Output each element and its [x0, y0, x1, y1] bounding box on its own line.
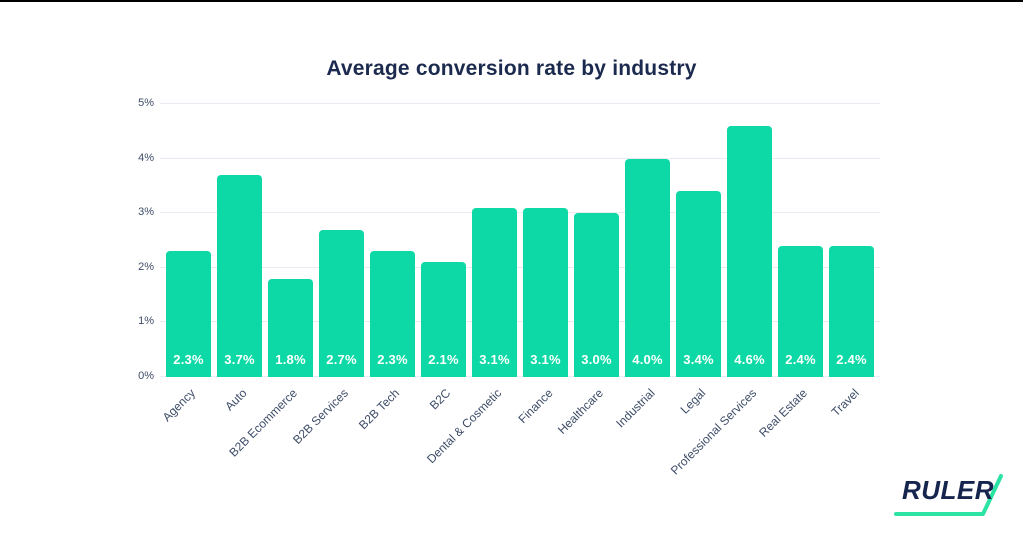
x-tick-label-b2b-tech: B2B Tech	[356, 386, 403, 433]
bar-professional-services: 4.6%	[727, 125, 772, 377]
x-tick-label-auto: Auto	[222, 386, 250, 414]
bar-b2c: 2.1%	[421, 262, 466, 377]
bar-value-label: 1.8%	[275, 352, 306, 367]
bar-b2b-tech: 2.3%	[370, 251, 415, 377]
bar-value-label: 4.0%	[632, 352, 663, 367]
bar-agency: 2.3%	[166, 251, 211, 377]
bar-value-label: 2.3%	[173, 352, 204, 367]
bar-value-label: 4.6%	[734, 352, 765, 367]
y-tick-label: 3%	[138, 206, 154, 219]
bar-industrial: 4.0%	[625, 158, 670, 377]
y-tick-label: 0%	[138, 370, 154, 382]
gridline-2	[160, 266, 880, 268]
bar-auto: 3.7%	[217, 174, 262, 377]
gridline-0	[160, 376, 880, 377]
ruler-logo: RULER	[888, 462, 1010, 524]
bar-b2b-ecommerce: 1.8%	[268, 278, 313, 377]
bars-group: 2.3% 3.7% 1.8% 2.7% 2.3% 2.1% 3.1% 3.1% 3.0% 4.0%…	[160, 104, 880, 377]
bar-real-estate: 2.4%	[778, 245, 823, 377]
x-tick-label-finance: Finance	[515, 386, 556, 427]
top-border	[0, 0, 1023, 2]
bar-finance: 3.1%	[523, 207, 568, 377]
bar-dental-cosmetic: 3.1%	[472, 207, 517, 377]
bar-value-label: 3.1%	[530, 352, 561, 367]
x-tick-label-healthcare: Healthcare	[555, 386, 607, 437]
y-tick-label: 4%	[138, 151, 154, 164]
plot-area: 2.3% 3.7% 1.8% 2.7% 2.3% 2.1% 3.1% 3.1% 3.0% 4.0%…	[160, 103, 880, 377]
bar-value-label: 3.7%	[224, 352, 255, 367]
bar-value-label: 2.4%	[785, 352, 816, 367]
x-tick-label-professional-services: Professional Services	[667, 386, 760, 478]
x-tick-label-industrial: Industrial	[613, 386, 658, 431]
bar-value-label: 3.1%	[479, 352, 510, 367]
y-tick-label: 1%	[138, 315, 154, 328]
ruler-logo-underline-slash-icon	[894, 474, 1003, 516]
gridline-4	[160, 157, 880, 159]
y-tick-label: 2%	[138, 260, 154, 273]
x-tick-label-travel: Travel	[828, 386, 862, 420]
bar-value-label: 3.0%	[581, 352, 612, 367]
y-tick-label: 5%	[138, 97, 154, 109]
bar-healthcare: 3.0%	[574, 213, 619, 377]
logo-slash-path	[894, 474, 1003, 516]
bar-value-label: 3.4%	[683, 352, 714, 367]
bar-value-label: 2.7%	[326, 352, 357, 367]
bar-b2b-services: 2.7%	[319, 229, 364, 377]
x-tick-label-legal: Legal	[677, 386, 709, 417]
x-tick-label-real-estate: Real Estate	[756, 386, 811, 440]
bar-value-label: 2.3%	[377, 352, 408, 367]
bar-value-label: 2.4%	[836, 352, 867, 367]
bar-travel: 2.4%	[829, 245, 874, 377]
bar-value-label: 2.1%	[428, 352, 459, 367]
ruler-logo-text: RULER	[902, 475, 995, 505]
bar-legal: 3.4%	[676, 191, 721, 377]
x-tick-label-agency: Agency	[160, 386, 199, 425]
gridline-1	[160, 321, 880, 323]
gridline-5	[160, 103, 880, 104]
gridline-3	[160, 212, 880, 214]
x-tick-label-b2c: B2C	[426, 386, 454, 413]
chart-title: Average conversion rate by industry	[326, 57, 697, 80]
